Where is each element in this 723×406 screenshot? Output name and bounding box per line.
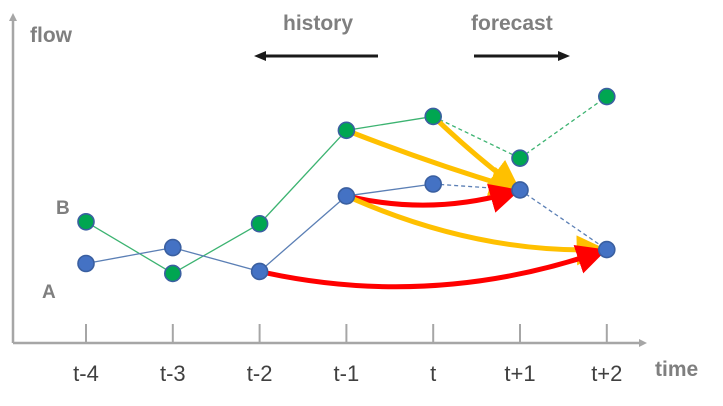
series-b-point — [511, 149, 529, 167]
series-b-point — [250, 214, 269, 233]
series-b-segment — [519, 96, 608, 159]
series-a-point — [597, 240, 616, 259]
x-tick-layer: t-4 t-3 t-2 t-1 t t+1 t+2 — [73, 324, 622, 386]
series-a-point — [77, 254, 95, 273]
orange-influence-arrow — [435, 118, 520, 190]
red-influence-arrow — [263, 245, 607, 290]
series-a-label: A — [42, 282, 56, 303]
x-tick-label: t-2 — [247, 361, 273, 386]
series-b-point — [164, 264, 182, 283]
data-points-layer — [77, 87, 616, 283]
series-a-segment — [259, 195, 347, 272]
series-a-segment — [346, 183, 434, 197]
series-a-segment — [85, 246, 173, 265]
history-label: history — [283, 12, 353, 35]
series-a-point — [337, 187, 356, 205]
series-b-segment — [172, 223, 260, 275]
y-axis-label: flow — [30, 24, 73, 47]
influence-arrows-layer — [263, 118, 607, 290]
series-a-segment — [172, 246, 260, 273]
series-a-segment — [519, 189, 608, 251]
series-b-segment — [432, 115, 521, 159]
series-a-point — [164, 238, 182, 257]
series-b-label: B — [56, 198, 70, 219]
x-tick-label: t-1 — [334, 361, 360, 386]
x-tick-label: t+2 — [591, 361, 622, 386]
x-tick-label: t — [430, 361, 436, 386]
x-tick-label: t-4 — [73, 361, 99, 386]
series-b-segment — [346, 115, 434, 131]
series-b-segment — [85, 221, 174, 274]
x-axis-label: time — [655, 358, 698, 381]
series-b-point — [337, 121, 356, 140]
series-b-point — [597, 87, 616, 106]
series-a-point — [424, 175, 443, 193]
series-a-point — [511, 181, 529, 199]
x-tick-label: t+1 — [504, 361, 535, 386]
series-b-segment — [259, 129, 347, 225]
series-b-point — [77, 212, 95, 231]
orange-influence-arrow — [350, 196, 607, 266]
series-b-point — [424, 107, 443, 126]
red-influence-arrow — [350, 183, 521, 213]
series-a-point — [250, 262, 269, 281]
x-tick-label: t-3 — [160, 361, 186, 386]
forecast-label: forecast — [471, 12, 553, 35]
